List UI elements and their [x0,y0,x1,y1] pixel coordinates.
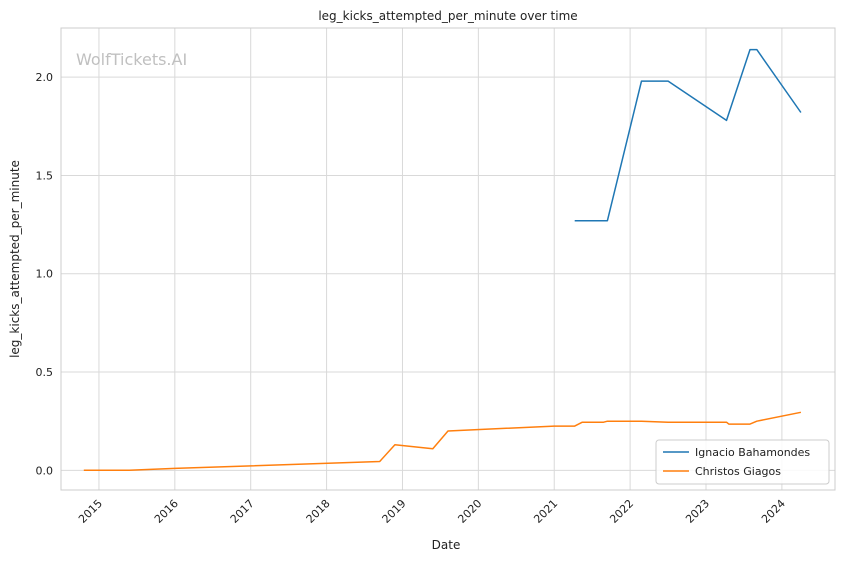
y-axis-label: leg_kicks_attempted_per_minute [8,160,22,358]
legend: Ignacio Bahamondes Christos Giagos [655,439,830,485]
y-axis-ticks: 0.0 0.5 1.0 1.5 2.0 [36,71,54,477]
y-tick-label: 1.5 [36,169,54,182]
watermark: WolfTickets.AI [76,50,187,69]
plot-area-frame [60,27,836,491]
legend-label-series-2: Christos Giagos [695,465,781,478]
chart-title: leg_kicks_attempted_per_minute over time [318,9,577,23]
y-tick-label: 0.5 [36,366,54,379]
y-tick-label: 1.0 [36,268,54,281]
y-tick-label: 0.0 [36,464,54,477]
series-layer [83,48,802,472]
x-axis-label: Date [432,538,461,552]
series-line-2 [83,411,802,472]
legend-label-series-1: Ignacio Bahamondes [695,446,810,459]
legend-box [655,439,830,485]
y-tick-label: 2.0 [36,71,54,84]
series-line-1 [574,48,802,222]
